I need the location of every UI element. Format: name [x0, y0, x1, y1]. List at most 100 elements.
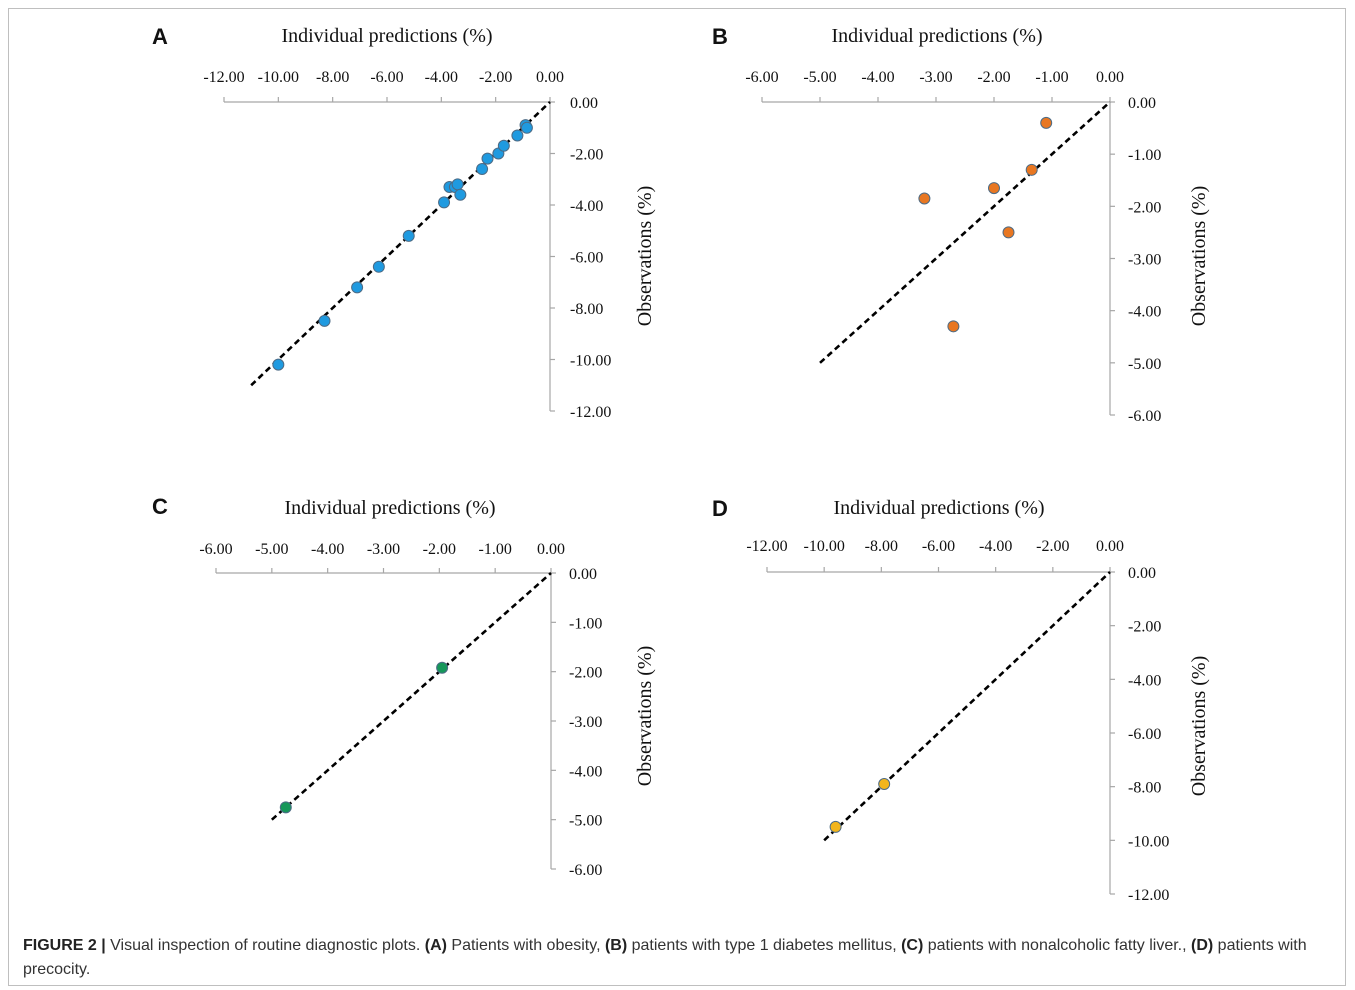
- data-point-a: [497, 139, 510, 152]
- y-tick-label-c: -5.00: [569, 813, 602, 830]
- x-tick-label-b: 0.00: [1096, 69, 1124, 86]
- panel-b: B Individual predictions (%) Observations …: [712, 24, 1210, 425]
- data-point-c: [279, 801, 292, 814]
- x-tick-label-c: 0.00: [537, 541, 565, 558]
- x-tick-label-b: -3.00: [919, 69, 952, 86]
- y-axis-title-b: Observations (%): [1188, 186, 1210, 327]
- data-point-b: [1040, 116, 1053, 129]
- x-tick-label-d: -6.00: [922, 538, 955, 555]
- caption-text-b: patients with type 1 diabetes mellitus,: [627, 937, 902, 954]
- data-point-b: [1025, 163, 1038, 176]
- x-tick-label-a: 0.00: [536, 69, 564, 86]
- caption-tag-b: (B): [604, 937, 628, 954]
- data-point-a: [454, 188, 467, 201]
- caption-intro: Visual inspection of routine diagnostic …: [105, 937, 425, 954]
- y-tick-label-d: -6.00: [1128, 726, 1161, 743]
- y-tick-label-b: -6.00: [1128, 408, 1161, 425]
- x-tick-label-a: -6.00: [370, 69, 403, 86]
- y-axis-title-a: Observations (%): [634, 186, 656, 327]
- data-point-a: [272, 358, 285, 371]
- panel-letter-b: B: [712, 24, 728, 49]
- x-axis-title-d: Individual predictions (%): [833, 497, 1044, 519]
- panel-letter-c: C: [152, 494, 168, 519]
- panel-c: C Individual predictions (%) Observations …: [152, 494, 656, 879]
- x-tick-label-b: -1.00: [1035, 69, 1068, 86]
- y-tick-label-b: -4.00: [1128, 304, 1161, 321]
- y-tick-label-a: -8.00: [570, 301, 603, 318]
- x-tick-label-c: -1.00: [479, 541, 512, 558]
- caption-tag-d: (D): [1191, 937, 1214, 954]
- data-point-a: [402, 229, 415, 242]
- data-point-b: [1002, 226, 1015, 239]
- data-point-d: [829, 820, 842, 833]
- data-point-c: [436, 661, 449, 674]
- x-tick-label-a: -8.00: [316, 69, 349, 86]
- data-point-a: [511, 129, 524, 142]
- data-point-b: [988, 182, 1000, 195]
- data-point-a: [481, 152, 494, 165]
- data-point-a: [520, 121, 533, 134]
- data-point-b: [918, 192, 931, 205]
- y-tick-label-a: 0.00: [570, 95, 598, 112]
- data-point-a: [451, 178, 464, 191]
- y-axis-title-c: Observations (%): [634, 646, 656, 787]
- identity-line-b: [819, 101, 1111, 364]
- y-axis-title-d: Observations (%): [1188, 656, 1210, 797]
- data-point-a: [476, 162, 489, 175]
- y-tick-label-c: -6.00: [569, 862, 602, 879]
- x-tick-label-a: -2.00: [479, 69, 512, 86]
- x-axis-title-c: Individual predictions (%): [284, 497, 495, 519]
- data-point-a: [351, 281, 364, 294]
- y-tick-label-c: -2.00: [569, 665, 602, 682]
- x-tick-label-c: -4.00: [311, 541, 344, 558]
- x-tick-label-a: -12.00: [203, 69, 244, 86]
- y-tick-label-d: 0.00: [1128, 565, 1156, 582]
- x-tick-label-c: -2.00: [423, 541, 456, 558]
- data-point-a: [372, 260, 385, 273]
- data-point-d: [878, 777, 891, 790]
- y-tick-label-a: -4.00: [570, 198, 603, 215]
- x-tick-label-c: -6.00: [199, 541, 232, 558]
- y-tick-label-a: -2.00: [570, 147, 603, 164]
- figure-caption: FIGURE 2 | Visual inspection of routine …: [23, 934, 1313, 982]
- x-tick-label-c: -5.00: [255, 541, 288, 558]
- x-tick-label-b: -4.00: [861, 69, 894, 86]
- x-tick-label-d: -2.00: [1036, 538, 1069, 555]
- y-tick-label-d: -8.00: [1128, 780, 1161, 797]
- y-tick-label-d: -12.00: [1128, 887, 1169, 904]
- y-tick-label-a: -10.00: [570, 353, 611, 370]
- caption-text-c: patients with nonalcoholic fatty liver.,: [923, 937, 1192, 954]
- x-axis-title-b: Individual predictions (%): [831, 25, 1042, 47]
- figure-charts: A Individual predictions (%) Observations …: [152, 24, 1210, 904]
- x-tick-label-a: -4.00: [425, 69, 458, 86]
- panel-d: D Individual predictions (%) Observations …: [712, 496, 1210, 904]
- caption-tag-c: (C): [901, 937, 924, 954]
- y-tick-label-c: 0.00: [569, 566, 597, 583]
- data-point-b: [947, 320, 960, 333]
- x-tick-label-a: -10.00: [258, 69, 299, 86]
- y-tick-label-b: 0.00: [1128, 95, 1156, 112]
- x-tick-label-d: -10.00: [804, 538, 845, 555]
- y-tick-label-c: -1.00: [569, 615, 602, 632]
- panel-a: A Individual predictions (%) Observations …: [152, 24, 656, 421]
- panel-letter-d: D: [712, 496, 728, 521]
- y-tick-label-d: -2.00: [1128, 619, 1161, 636]
- x-tick-label-b: -5.00: [803, 69, 836, 86]
- y-tick-label-b: -1.00: [1128, 147, 1161, 164]
- panel-letter-a: A: [152, 24, 168, 49]
- y-tick-label-a: -12.00: [570, 404, 611, 421]
- x-tick-label-d: 0.00: [1096, 538, 1124, 555]
- y-tick-label-d: -4.00: [1128, 672, 1161, 689]
- y-tick-label-c: -4.00: [569, 763, 602, 780]
- y-tick-label-d: -10.00: [1128, 833, 1169, 850]
- identity-line-d: [823, 571, 1111, 842]
- x-tick-label-d: -4.00: [979, 538, 1012, 555]
- caption-tag-a: (A): [424, 937, 447, 954]
- x-tick-label-c: -3.00: [367, 541, 400, 558]
- data-point-a: [438, 196, 451, 209]
- x-axis-title-a: Individual predictions (%): [281, 25, 492, 47]
- x-tick-label-b: -2.00: [977, 69, 1010, 86]
- caption-text-d: patients with precocity.: [23, 937, 1307, 978]
- y-tick-label-b: -2.00: [1128, 199, 1161, 216]
- x-tick-label-d: -12.00: [746, 538, 787, 555]
